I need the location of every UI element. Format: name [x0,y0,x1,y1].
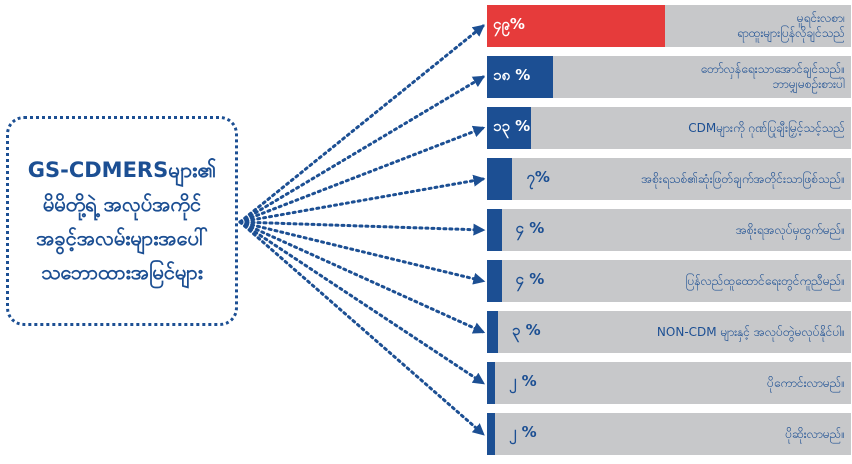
bar [487,260,502,302]
bar-row: ၄၉% မူရင်းလစာ၊ ရာထူးများပြန်လိုချင်သည် [487,5,851,47]
category-label-line: တော်လှန်ရေးသာအောင်ချင်သည်။ [700,62,845,76]
bar-row: ၁၈ % တော်လှန်ရေးသာအောင်ချင်သည်။ ဘာမျှမစဥ်း… [487,56,851,98]
bar [487,362,495,404]
chart-title-box: GS-CDMERSများ၏ မိမိတို့ရဲ့ အလုပ်အကိုင် အ… [6,116,238,326]
bar-value-label: ၇% [526,168,550,186]
category-label-line: ပိုကောင်းလာမည်။ [766,375,845,390]
category-label-line: မူရင်းလစာ၊ [796,11,845,25]
bar-value-label: ၁၈ % [493,66,531,84]
bar-value-label: ၃ % [511,321,541,339]
bar-value-label: ၂ % [509,423,537,441]
category-label-line: ပြန်လည်ထူထောင်ရေးတွင်ကူညီမည်။ [685,273,845,288]
connector-line [238,220,486,236]
bar-row: ၂ % ပိုဆိုးလာမည်။ [487,413,851,455]
connector-line [238,24,485,224]
connector-line [238,75,486,224]
category-label-line: အစိုးရအလုပ်မှထွက်မည်။ [735,222,845,237]
bar-category-label: NON-CDM များနှင့် အလုပ်တွဲမလုပ်နိုင်ပါ။ [657,311,845,353]
category-label-line: CDMများကို ဂုဏ်ပြုချီးမြှင့်သင့်သည် [688,120,845,135]
connector-line [238,220,486,285]
connector-line [238,220,486,334]
category-label-line: ရာထူးများပြန်လိုချင်သည် [736,26,845,40]
bar-row: ၁၃ % CDMများကို ဂုဏ်ပြုချီးမြှင့်သင့်သည် [487,107,851,149]
connector-line [238,220,486,385]
bar-value-label: ၄၉% [493,15,525,33]
bar-value-label: ၂ % [509,372,537,390]
bar-row: ၄ % ပြန်လည်ထူထောင်ရေးတွင်ကူညီမည်။ [487,260,851,302]
title-line-1: GS-CDMERSများ၏ [27,158,217,182]
category-label-line: အစိုးရသစ်၏ဆုံးဖြတ်ချက်အတိုင်းသာဖြစ်သည်။ [641,171,845,186]
bar-row: ၇% အစိုးရသစ်၏ဆုံးဖြတ်ချက်အတိုင်းသာဖြစ်သည်… [487,158,851,200]
bar [487,209,502,251]
bar-category-label: မူရင်းလစာ၊ ရာထူးများပြန်လိုချင်သည် [737,5,845,47]
bar-row: ၂ % ပိုကောင်းလာမည်။ [487,362,851,404]
title-line-2: မိမိတို့ရဲ့ အလုပ်အကိုင် [42,192,202,216]
category-label-line: NON-CDM များနှင့် အလုပ်တွဲမလုပ်နိုင်ပါ။ [656,324,845,339]
category-label-line: ဘာမျှမစဥ်းစားပါ [772,77,845,91]
bar-value-label: ၁၃ % [493,117,531,135]
bar-category-label: CDMများကို ဂုဏ်ပြုချီးမြှင့်သင့်သည် [688,107,845,149]
bar-category-label: ပြန်လည်ထူထောင်ရေးတွင်ကူညီမည်။ [686,260,845,302]
connector-line [238,125,486,224]
bar-value-label: ၄ % [515,270,545,288]
bar-category-label: တော်လှန်ရေးသာအောင်ချင်သည်။ ဘာမျှမစဥ်းစားပ… [701,56,845,98]
bar [487,158,513,200]
bar-row: ၄ % အစိုးရအလုပ်မှထွက်မည်။ [487,209,851,251]
category-label-line: ပိုဆိုးလာမည်။ [785,426,845,441]
bar [487,107,531,149]
bar [487,56,553,98]
bar-row: ၃ % NON-CDM များနှင့် အလုပ်တွဲမလုပ်နိုင်ပ… [487,311,851,353]
bar [487,413,495,455]
connector-line [238,220,485,436]
title-line-4: သဘောထားအမြင်များ [41,260,203,284]
bar-category-label: အစိုးရအလုပ်မှထွက်မည်။ [736,209,845,251]
bar-category-label: ပိုကောင်းလာမည်။ [767,362,845,404]
bar [487,5,666,47]
connector-line [238,174,486,224]
bar [487,311,498,353]
bar-category-label: ပိုဆိုးလာမည်။ [785,413,845,455]
title-line-3: အခွင့်အလမ်းများအပေါ် [36,226,208,250]
bar-value-label: ၄ % [515,219,545,237]
bar-category-label: အစိုးရသစ်၏ဆုံးဖြတ်ချက်အတိုင်းသာဖြစ်သည်။ [641,158,845,200]
